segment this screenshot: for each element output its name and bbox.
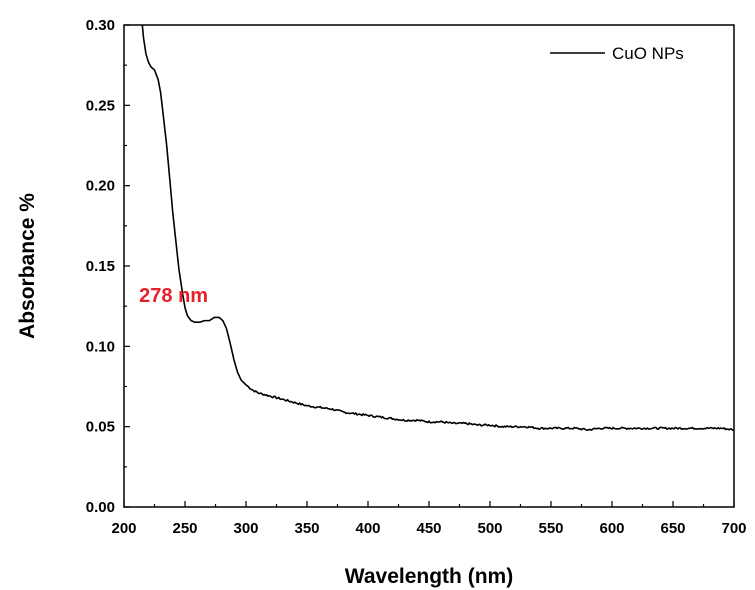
y-tick-label: 0.25	[86, 97, 115, 114]
peak-annotation: 278 nm	[139, 285, 208, 307]
legend: CuO NPs	[550, 44, 684, 63]
y-tick-label: 0.20	[86, 178, 115, 195]
plot-frame	[123, 24, 735, 508]
x-tick-label: 400	[355, 520, 380, 537]
x-tick-label: 650	[660, 520, 685, 537]
x-tick-label: 500	[477, 520, 502, 537]
axis-ticks	[123, 24, 735, 508]
x-axis-title: Wavelength (nm)	[345, 565, 513, 588]
x-tick-label: 200	[111, 520, 136, 537]
y-tick-label: 0.15	[86, 258, 115, 275]
x-tick-label: 300	[233, 520, 258, 537]
y-tick-label: 0.05	[86, 419, 115, 436]
series-line-cuo-nps	[141, 24, 735, 432]
x-tick-label: 550	[538, 520, 563, 537]
y-tick-label: 0.30	[86, 17, 115, 34]
y-tick-labels: 0.00 0.05 0.10 0.15 0.20 0.25 0.30	[86, 17, 115, 516]
x-tick-label: 450	[416, 520, 441, 537]
y-axis-title: Absorbance %	[16, 193, 39, 339]
legend-label-cuo-nps: CuO NPs	[612, 44, 684, 63]
x-tick-label: 700	[721, 520, 746, 537]
y-tick-label: 0.10	[86, 338, 115, 355]
y-tick-label: 0.00	[86, 499, 115, 516]
x-tick-label: 600	[599, 520, 624, 537]
x-tick-label: 250	[172, 520, 197, 537]
x-tick-label: 350	[294, 520, 319, 537]
x-tick-labels: 200 250 300 350 400 450 500 550 600 650 700	[111, 520, 746, 537]
